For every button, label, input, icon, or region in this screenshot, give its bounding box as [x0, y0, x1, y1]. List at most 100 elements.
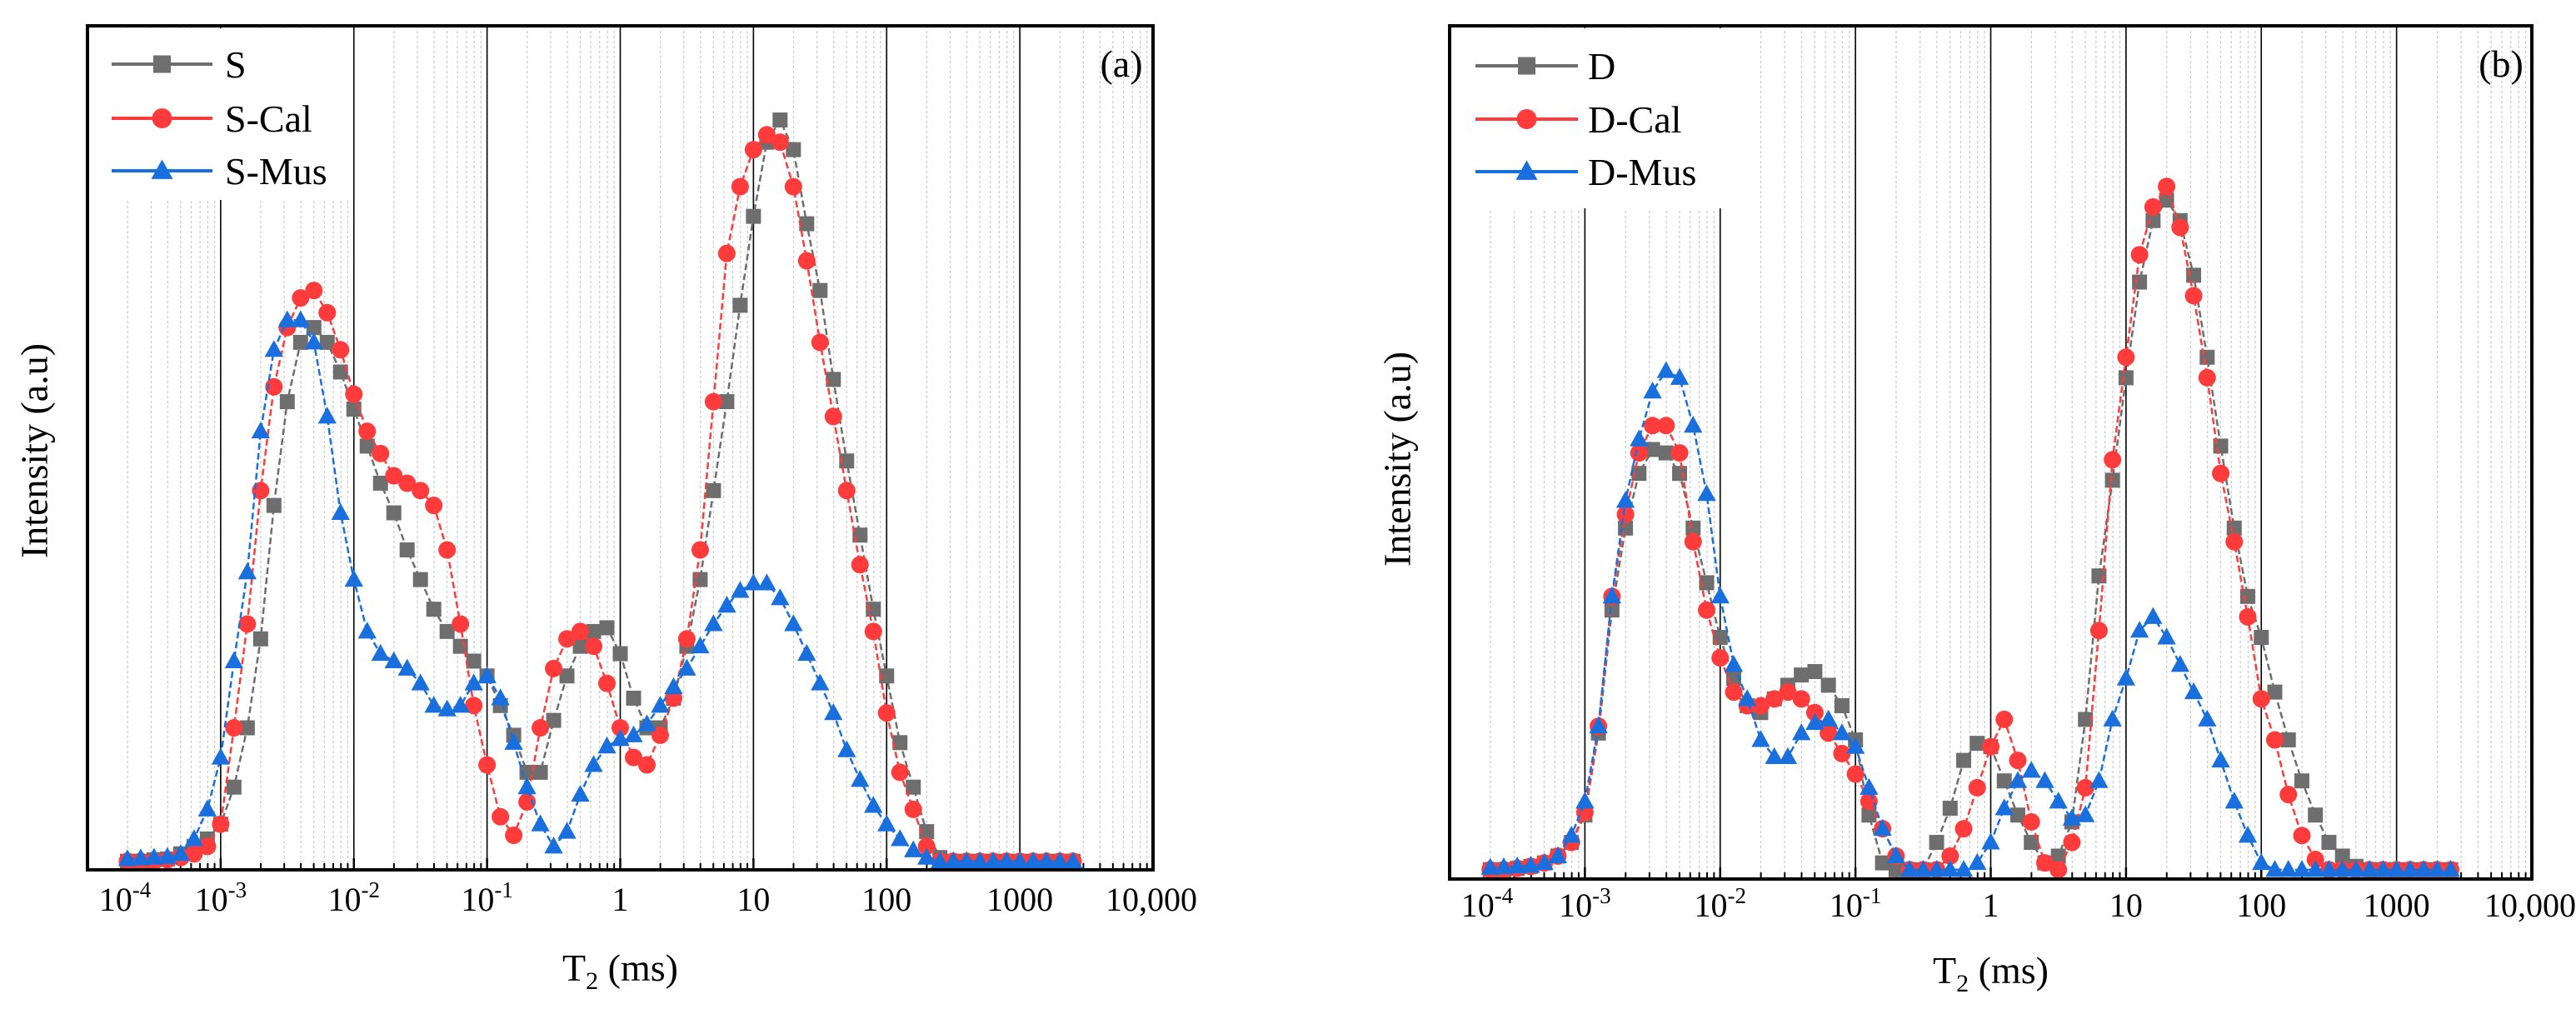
data-point-square: [319, 334, 335, 350]
data-point-circle: [2035, 854, 2054, 872]
data-point-triangle: [331, 502, 350, 521]
data-point-triangle: [1751, 730, 1770, 747]
data-point-circle: [1954, 820, 1973, 838]
gridlines: [127, 26, 1148, 870]
data-point-triangle: [1738, 689, 1757, 707]
data-point-triangle: [837, 740, 856, 757]
data-point-circle: [677, 630, 696, 648]
x-tick-label-base: 10,000: [1106, 881, 1197, 918]
data-point-circle: [2198, 368, 2216, 387]
data-point-triangle: [877, 814, 896, 832]
data-point-triangle: [157, 847, 177, 864]
data-point-circle: [438, 541, 457, 559]
data-point-circle: [478, 756, 497, 774]
plot-frame: [86, 24, 1155, 872]
x-tick-label-base: 10,000: [2484, 887, 2576, 924]
data-point-circle: [784, 177, 802, 196]
x-tick-label-exponent: -4: [132, 877, 152, 902]
data-point-square: [2334, 848, 2350, 864]
data-point-circle: [2212, 464, 2230, 482]
x-tick-label: 10-3: [1559, 883, 1611, 924]
data-point-square: [1875, 855, 1890, 871]
data-point-square: [266, 497, 282, 513]
x-axis-title-unit: (ms): [1969, 949, 2049, 992]
data-point-triangle: [384, 651, 403, 668]
x-tick-label-base: 10: [736, 881, 770, 918]
data-point-triangle: [1860, 777, 1879, 795]
data-point-triangle: [144, 847, 164, 865]
x-tick-label-exponent: -1: [494, 877, 513, 902]
data-point-triangle: [2441, 860, 2460, 877]
data-point-triangle: [517, 777, 537, 795]
data-point-triangle: [664, 677, 683, 695]
x-tick-label-exponent: -3: [1592, 883, 1611, 908]
data-point-circle: [345, 385, 363, 403]
data-point-triangle: [344, 569, 363, 587]
data-point-triangle: [151, 159, 173, 179]
data-point-circle: [305, 282, 323, 300]
x-axis-title-main: T: [1933, 949, 1956, 992]
data-point-triangle: [744, 573, 763, 591]
data-point-square: [1956, 752, 1972, 768]
y-axis-title: Intensity (a.u): [1376, 352, 1419, 567]
data-point-circle: [612, 719, 629, 737]
data-point-circle: [637, 756, 656, 774]
data-point-circle: [598, 674, 617, 692]
data-point-circle: [1805, 703, 1824, 722]
data-point-triangle: [1630, 429, 1649, 447]
data-point-triangle: [557, 822, 577, 839]
data-point-square: [746, 208, 761, 224]
data-point-circle: [877, 704, 896, 722]
data-point-square: [586, 623, 602, 639]
data-point-triangle: [2211, 750, 2230, 768]
data-point-square: [466, 653, 482, 669]
x-tick-label-base: 1000: [2364, 887, 2430, 924]
x-tick-label: 1: [1983, 887, 1999, 924]
data-point-triangle: [1063, 851, 1083, 869]
data-point-circle: [624, 748, 642, 767]
data-point-triangle: [371, 643, 390, 662]
data-point-triangle: [2049, 792, 2068, 809]
data-point-circle: [2144, 197, 2162, 216]
data-point-triangle: [1023, 851, 1043, 869]
data-point-triangle: [2129, 621, 2149, 638]
data-point-triangle: [2306, 860, 2325, 877]
data-point-circle: [518, 793, 537, 812]
legend: D D-Cal D-Mus: [1452, 28, 1744, 208]
data-point-square: [426, 602, 442, 617]
data-point-triangle: [1765, 747, 1784, 765]
data-point-circle: [585, 637, 603, 656]
data-point-circle: [1670, 444, 1689, 462]
data-point-circle: [2279, 786, 2298, 804]
data-point-triangle: [1589, 716, 1608, 734]
x-tick-label-exponent: -2: [1728, 883, 1747, 908]
data-point-triangle: [411, 673, 430, 691]
x-axis-title-subscript: 2: [586, 967, 598, 995]
data-point-triangle: [2144, 607, 2163, 624]
data-point-triangle: [2359, 860, 2379, 877]
data-point-square: [879, 668, 895, 684]
x-tick-label: 100: [2236, 887, 2286, 924]
data-point-triangle: [2333, 860, 2352, 877]
data-point-triangle: [451, 696, 470, 713]
legend-label: S-Mus: [225, 150, 327, 192]
data-point-circle: [572, 622, 590, 641]
data-point-circle: [358, 422, 377, 441]
data-point-triangle: [1981, 832, 2000, 850]
data-point-triangle: [1832, 723, 1852, 741]
data-point-triangle: [1778, 747, 1798, 765]
data-point-circle: [1684, 532, 1702, 551]
data-point-circle: [212, 815, 230, 833]
data-point-triangle: [2400, 860, 2420, 877]
series-line: [127, 133, 1074, 862]
data-point-triangle: [2008, 771, 2028, 788]
data-point-triangle: [1968, 852, 1987, 871]
data-point-square: [359, 438, 375, 454]
data-point-square: [599, 620, 615, 636]
data-point-square: [2024, 835, 2039, 851]
data-point-triangle: [2089, 771, 2109, 788]
data-point-square: [546, 712, 562, 728]
legend-item: D-Mus: [1475, 151, 1696, 193]
data-point-circle: [2293, 827, 2311, 845]
data-point-triangle: [491, 688, 510, 706]
